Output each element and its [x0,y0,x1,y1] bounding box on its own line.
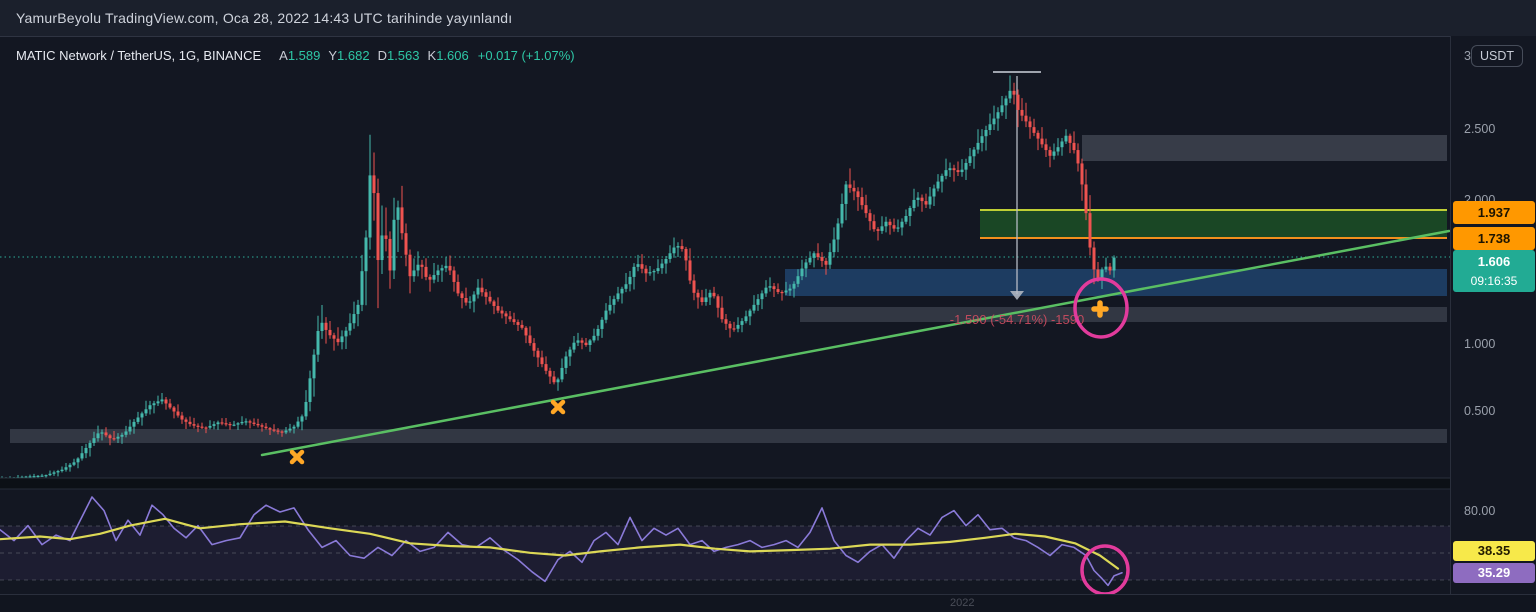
time-axis[interactable]: 2022 [0,594,1536,612]
gray-zone-bottom[interactable] [10,429,1447,443]
close-label: K [427,48,437,63]
pane-separator[interactable] [0,478,1450,489]
trendline[interactable] [260,229,1450,457]
price-tick: 2.500 [1464,122,1496,136]
symbol-title[interactable]: MATIC Network / TetherUS, 1G, BINANCE [16,48,262,63]
rsi-ma-line [0,517,1120,570]
gray-zone-mid[interactable] [800,307,1447,322]
pink-circle-annotation[interactable] [1073,277,1129,339]
open-value: 1.589 [287,48,321,63]
pink-circle-annotation[interactable] [1080,544,1130,594]
open-label: A [279,48,288,63]
plus-marker[interactable] [1091,300,1109,318]
publish-banner: YamurBeyolu TradingView.com, Oca 28, 202… [0,0,1536,37]
gray-zone-top[interactable] [1082,135,1447,161]
publish-text: YamurBeyolu TradingView.com, Oca 28, 202… [16,10,513,26]
price-label-rsi-ma: 38.35 [1453,541,1535,561]
symbol-legend: MATIC Network / TetherUS, 1G, BINANCE A1.… [16,48,575,63]
high-label: Y [328,48,338,63]
close-value: 1.606 [436,48,469,63]
supply-zone-green[interactable] [980,210,1447,238]
measurement-arrow[interactable] [993,71,1041,300]
high-value: 1.682 [337,48,370,63]
low-value: 1.563 [386,48,420,63]
low-label: D [377,48,387,63]
candlestick-series [1,75,1116,478]
measurement-text: -1.590 (-54.71%) -1590 [950,312,1084,327]
price-scale[interactable]: USDT 3 2.500 2.000 1.000 0.500 80.00 1.937 1.73… [1450,36,1536,594]
chart-pane[interactable]: -1.590 (-54.71%) -1590 MATIC Network / T… [0,36,1450,594]
time-axis-label: 2022 [950,597,975,609]
chart-canvas[interactable]: -1.590 (-54.71%) -1590 [0,36,1450,594]
rsi-line [0,496,1123,587]
price-label-last-price: 1.606 09:16:35 [1453,250,1535,292]
price-label-resistance-top: 1.937 [1453,201,1535,224]
price-label-rsi-value: 35.29 [1453,563,1535,583]
price-tick: 0.500 [1464,404,1496,418]
currency-toggle-button[interactable]: USDT [1471,45,1524,67]
price-tick: 1.000 [1464,337,1496,351]
price-tick: 3 [1464,49,1471,63]
zones [10,135,1447,443]
x-marker[interactable] [289,449,305,465]
x-marker[interactable] [550,399,566,415]
change-value: +0.017 (+1.07%) [477,48,575,63]
price-label-resistance-bottom: 1.738 [1453,227,1535,250]
price-tick: 80.00 [1464,504,1496,518]
